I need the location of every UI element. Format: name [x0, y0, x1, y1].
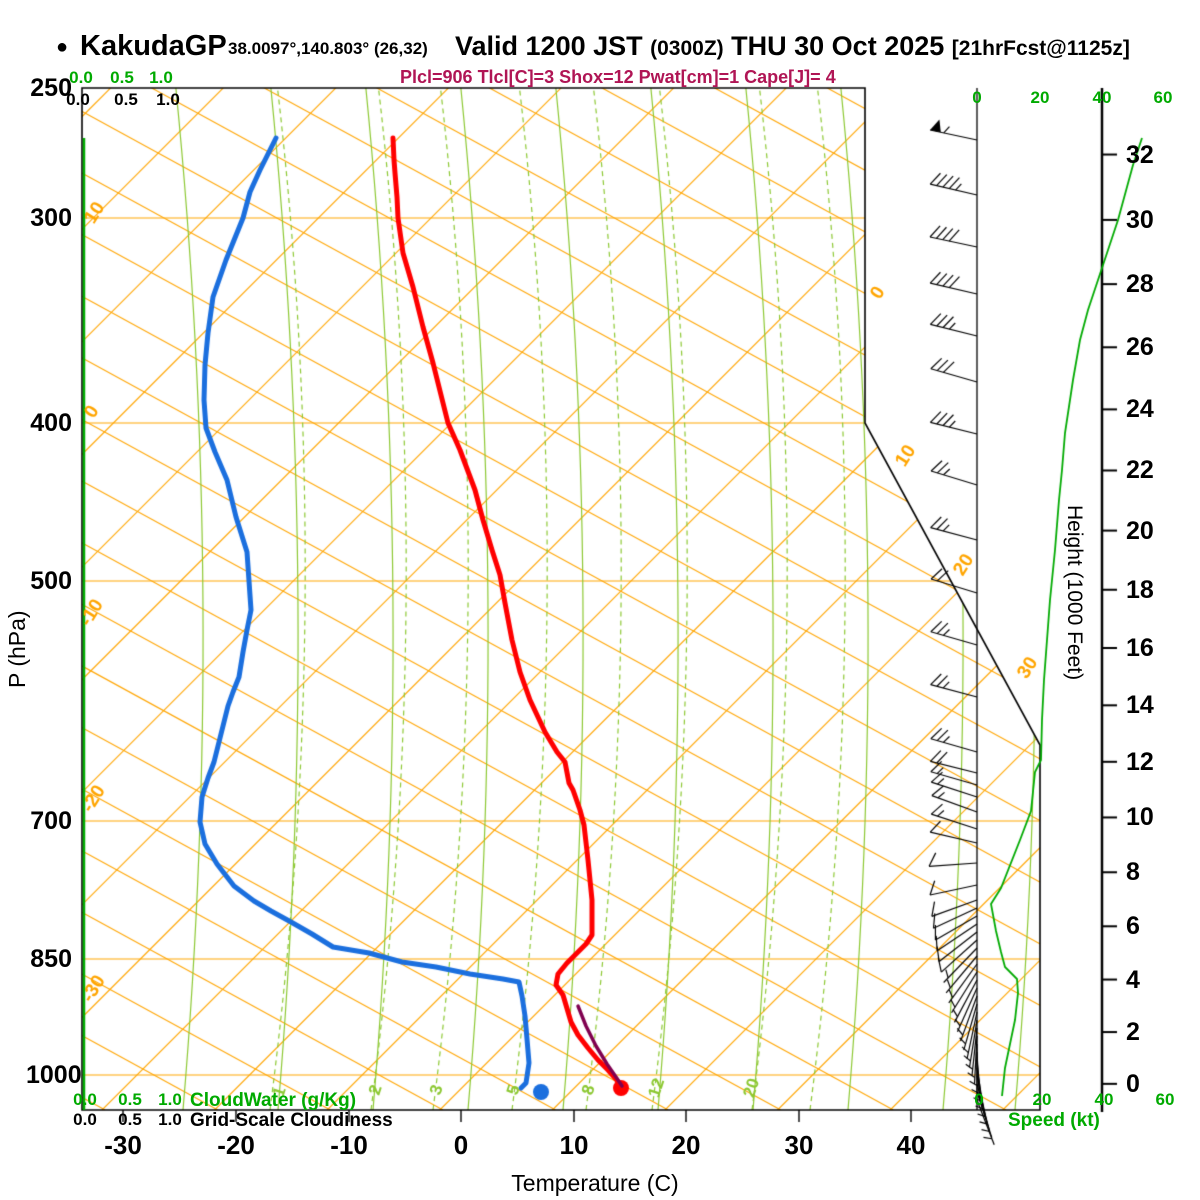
- height-tick-label: 18: [1126, 575, 1154, 604]
- height-tick-label: 24: [1126, 395, 1154, 424]
- speed-scale-top-label: 0: [972, 88, 982, 107]
- station-coords: 38.0097°,140.803° (26,32): [228, 39, 428, 58]
- temperature-axis-title: Temperature (C): [511, 1170, 679, 1196]
- pressure-tick-label: 300: [30, 204, 72, 232]
- height-tick-label: 14: [1126, 691, 1154, 720]
- valid-date: THU 30 Oct 2025: [723, 31, 952, 61]
- height-tick-label: 20: [1126, 516, 1154, 545]
- temperature-tick-label: 30: [784, 1130, 814, 1160]
- speed-scale-top-label: 60: [1153, 88, 1173, 107]
- pressure-tick-label: 700: [30, 807, 72, 835]
- cloudwater-scale-top-label: 0.5: [110, 68, 134, 87]
- cloudiness-scale-bottom-label: 1.0: [158, 1110, 182, 1129]
- temperature-tick-label: -30: [104, 1130, 142, 1160]
- speed-scale-bottom-label: 40: [1094, 1090, 1114, 1109]
- cloudiness-scale-top-label: 1.0: [156, 90, 180, 109]
- height-tick-label: 30: [1126, 205, 1154, 234]
- cloudwater-scale-bottom-label: 0.5: [118, 1090, 142, 1109]
- cloudwater-scale-bottom-label: 1.0: [158, 1090, 182, 1109]
- cloudwater-scale-top-label: 1.0: [149, 68, 173, 87]
- temperature-tick-label: 40: [896, 1130, 926, 1160]
- cloudwater-scale-bottom-label: 0.0: [73, 1090, 97, 1109]
- cloudiness-axis-title: Grid-Scale Cloudiness: [190, 1110, 393, 1131]
- height-tick-label: 2: [1126, 1018, 1140, 1047]
- temperature-tick-label: -10: [330, 1130, 368, 1160]
- speed-scale-top-label: 40: [1092, 88, 1112, 107]
- pressure-tick-label: 850: [30, 945, 72, 973]
- pressure-tick-label: 400: [30, 409, 72, 437]
- speed-scale-bottom-label: 20: [1032, 1090, 1052, 1109]
- height-tick-label: 22: [1126, 456, 1154, 485]
- height-tick-label: 10: [1126, 803, 1154, 832]
- speed-scale-bottom-label: 60: [1155, 1090, 1175, 1109]
- valid-zulu: (0300Z): [650, 37, 724, 60]
- height-tick-label: 0: [1126, 1069, 1140, 1098]
- height-axis-title: Height (1000 Feet): [1063, 505, 1086, 681]
- height-tick-label: 8: [1126, 858, 1140, 887]
- pressure-tick-label: 500: [30, 567, 72, 595]
- speed-axis-title: Speed (kt): [1008, 1110, 1100, 1131]
- sounding-indices-line: Plcl=906 Tlcl[C]=3 Shox=12 Pwat[cm]=1 Ca…: [400, 67, 836, 87]
- height-tick-label: 28: [1126, 270, 1154, 299]
- cloudiness-scale-top-label: 0.5: [114, 90, 138, 109]
- speed-scale-top-label: 20: [1030, 88, 1050, 107]
- height-tick-label: 16: [1126, 633, 1154, 662]
- temperature-tick-label: 10: [559, 1130, 589, 1160]
- temperature-tick-label: 0: [453, 1130, 469, 1160]
- temperature-tick-label: -20: [217, 1130, 255, 1160]
- cloudiness-scale-top-label: 0.0: [66, 90, 90, 109]
- height-tick-label: 32: [1126, 140, 1154, 169]
- valid-time-line: Valid 1200 JST (0300Z) THU 30 Oct 2025 […: [455, 31, 1130, 62]
- station-bullet-icon: ●: [56, 36, 69, 58]
- forecast-tag: [21hrFcst@1125z]: [951, 37, 1130, 60]
- pressure-tick-label: 1000: [26, 1061, 82, 1089]
- cloudwater-axis-title: CloudWater (g/Kg): [190, 1090, 357, 1111]
- station-name: KakudaGP: [80, 30, 227, 62]
- temperature-tick-label: 20: [671, 1130, 701, 1160]
- cloudiness-scale-bottom-label: 0.5: [118, 1110, 142, 1129]
- height-tick-label: 26: [1126, 333, 1154, 362]
- pressure-axis-title: P (hPa): [4, 610, 30, 688]
- speed-scale-bottom-label: 0: [974, 1090, 984, 1109]
- valid-main: Valid 1200 JST: [455, 31, 651, 61]
- height-tick-label: 4: [1126, 965, 1140, 994]
- height-tick-label: 12: [1126, 747, 1154, 776]
- pressure-tick-label: 250: [30, 74, 72, 102]
- cloudiness-scale-bottom-label: 0.0: [73, 1110, 97, 1129]
- height-tick-label: 6: [1126, 912, 1140, 941]
- cloudwater-scale-top-label: 0.0: [69, 68, 93, 87]
